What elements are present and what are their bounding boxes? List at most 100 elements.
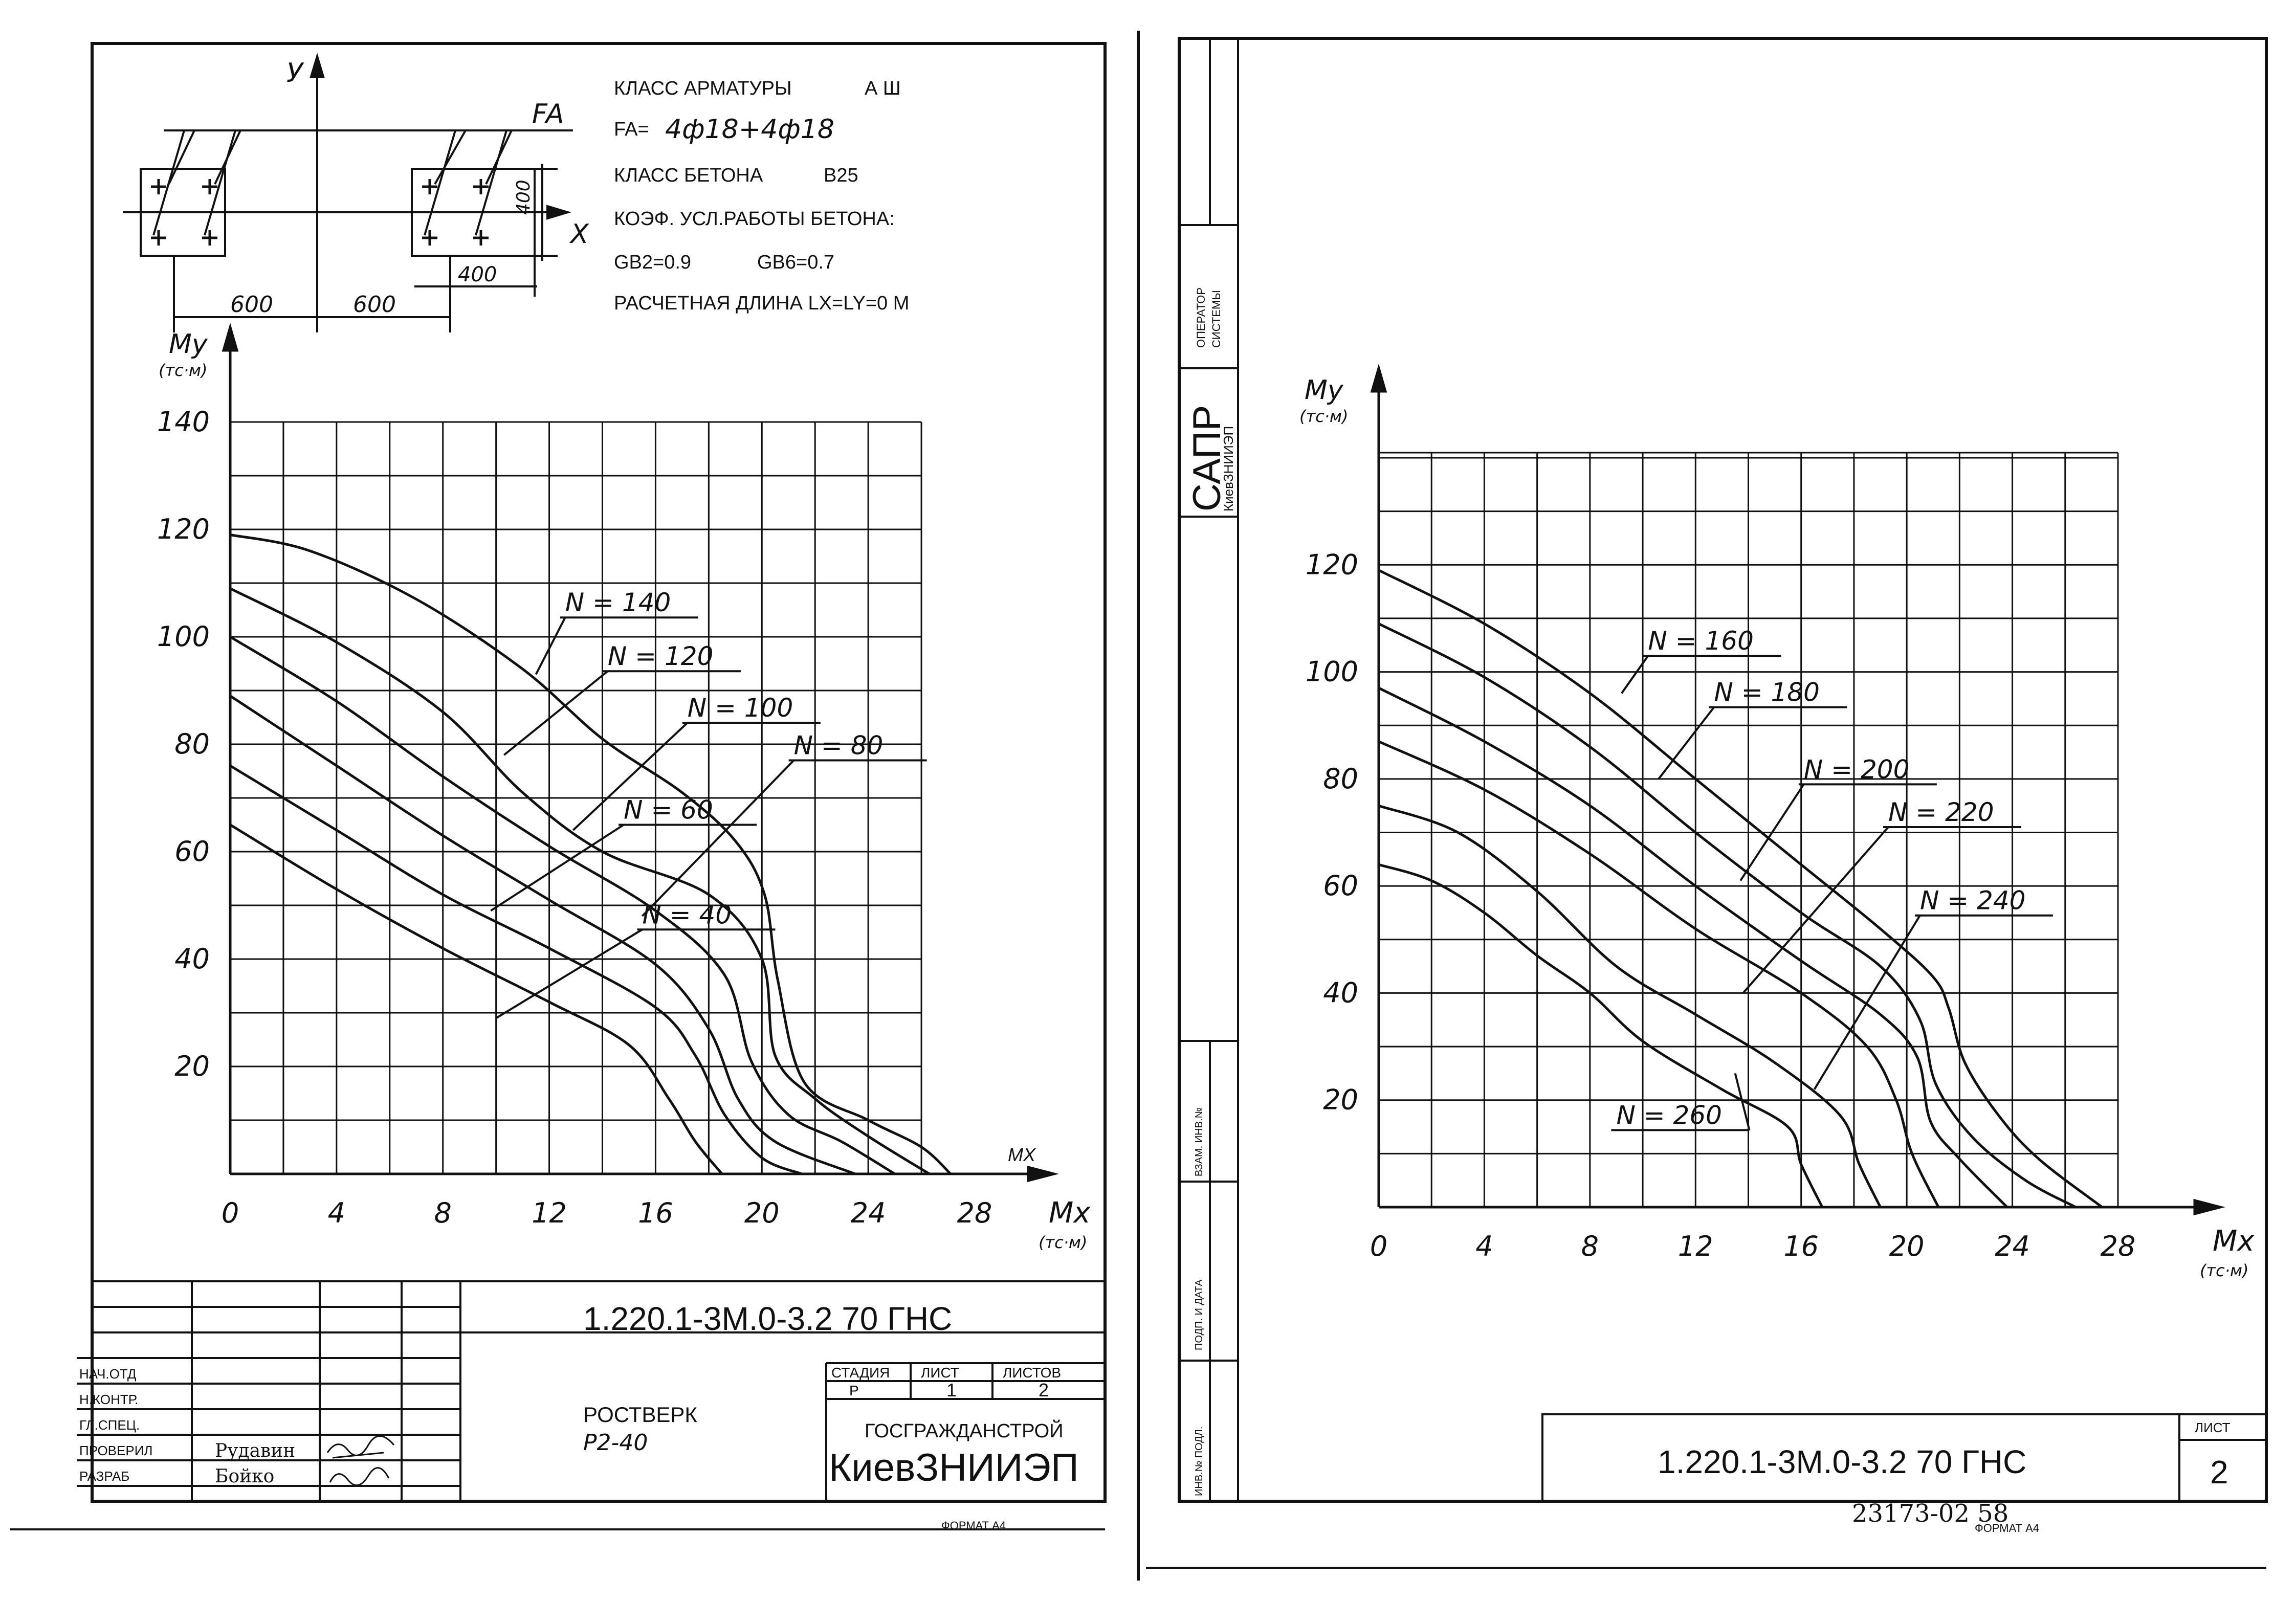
y-tick-label: 40 <box>174 943 210 975</box>
series-line-n60 <box>229 764 803 1175</box>
class-concrete-label: КЛАСС БЕТОНА <box>614 165 763 186</box>
series-label: N = 80 <box>794 731 884 761</box>
sign-date-label: ПОДП. И ДАТА <box>1194 1279 1205 1350</box>
series-line-n160 <box>1378 569 2103 1208</box>
replace-inv-label: ВЗАМ. ИНВ.№ <box>1194 1107 1205 1176</box>
series-labels: N = 40 N = 60 N = 80N = 100 N = 120 N = 140 <box>490 588 927 1019</box>
series-label: N = 180 <box>1714 678 1820 707</box>
left-sheet <box>10 31 1140 1581</box>
sheets-header: ЛИСТОВ <box>1003 1365 1061 1381</box>
label-leader <box>503 670 609 756</box>
series-line-n240 <box>1378 804 1882 1208</box>
section-labels: У Х FA 400 400 600 600 <box>230 58 589 318</box>
series-line-n260 <box>1378 863 1824 1208</box>
series-line-n40 <box>229 824 723 1175</box>
series-label: N = 60 <box>624 795 713 825</box>
right-sheet-label: ЛИСТ <box>2195 1420 2231 1435</box>
y-tick-label: 20 <box>174 1050 210 1082</box>
axes <box>222 322 1059 1183</box>
checked-by-name: Рудавин <box>215 1440 295 1461</box>
x-tick-label: 20 <box>1889 1230 1925 1262</box>
role-checked: ПРОВЕРИЛ <box>79 1443 152 1458</box>
label-leader <box>495 928 643 1019</box>
role-head-dept: НАЧ.ОТД <box>79 1366 137 1382</box>
series-labels: N = 160 N = 180 N = 200 N = 220 N = 240 N = 2… <box>1611 626 2053 1131</box>
right-sheet-number: 2 <box>2210 1454 2228 1491</box>
bar-lead <box>475 130 507 236</box>
x-tick-label: 8 <box>434 1197 452 1229</box>
y-axis-arrow <box>1370 363 1387 393</box>
label-leader <box>1734 1073 1751 1130</box>
column-right <box>411 168 536 257</box>
org-name: ГОСГРАЖДАНСТРОЙ <box>865 1419 1064 1442</box>
y-tick-label: 140 <box>157 406 210 438</box>
series-label: N = 160 <box>1648 626 1754 656</box>
design-length: РАСЧЕТНАЯ ДЛИНА LX=LY=0 M <box>614 293 909 314</box>
x-tick-label: 28 <box>2101 1230 2136 1262</box>
class-arm-value: А Ш <box>865 78 901 99</box>
sheet-value: 1 <box>946 1380 957 1400</box>
left-y-axis-title: Му <box>169 329 208 360</box>
operator-label-2: СИСТЕМЫ <box>1210 290 1223 348</box>
element-name: РОСТВЕРК <box>583 1403 697 1427</box>
series-label: N = 140 <box>565 588 671 617</box>
bar-lead <box>434 130 467 185</box>
left-x-axis-unit: (тс·м) <box>1039 1233 1088 1252</box>
label-leader <box>535 617 566 675</box>
right-x-axis-title: Мх <box>2213 1225 2255 1258</box>
series-label: N = 220 <box>1888 797 1994 827</box>
fa-label: FA= <box>614 119 649 140</box>
dim-600-a: 600 <box>230 292 273 318</box>
left-chart-labels: Му (тс·м) МХ Мх (тс·м) <box>159 329 1091 1252</box>
x-tick-label: 24 <box>851 1197 886 1229</box>
series-line-n100 <box>229 635 896 1175</box>
series-line-n120 <box>229 587 931 1175</box>
bar-lead <box>214 130 241 185</box>
bar-lead <box>204 130 236 236</box>
series-line-n140 <box>230 533 952 1175</box>
series-label: N = 260 <box>1616 1100 1722 1130</box>
bar-lead <box>168 130 195 185</box>
signature-developed <box>329 1467 390 1486</box>
right-format-label: ФОРМАТ А4 <box>1975 1522 2039 1535</box>
x-tick-label: 0 <box>222 1197 239 1229</box>
grid <box>1378 452 2119 1208</box>
axes <box>1370 363 2225 1216</box>
x-axis-arrow <box>546 205 571 220</box>
right-drawing-code: 1.220.1-3М.0-3.2 70 ГНС <box>1658 1443 2026 1480</box>
right-y-axis-title: Му <box>1305 375 1344 406</box>
right-chart-labels: Му (тс·м) Мх (тс·м) <box>1299 375 2255 1280</box>
x-tick-label: 20 <box>744 1197 780 1229</box>
signatures <box>326 1435 395 1486</box>
dim-400-vertical: 400 <box>513 180 534 215</box>
label-leader <box>490 824 625 912</box>
section-sketch <box>123 53 573 332</box>
y-tick-label: 120 <box>157 513 210 545</box>
y-tick-label: 40 <box>1323 976 1358 1009</box>
x-tick-label: 16 <box>1783 1230 1819 1262</box>
grid <box>229 421 922 1175</box>
left-frame <box>91 42 1107 1503</box>
x-tick-label: 12 <box>532 1197 567 1229</box>
institute-name: КиевЗНИИЭП <box>829 1446 1079 1489</box>
x-tick-label: 8 <box>1581 1230 1599 1262</box>
left-title-block-text: 1.220.1-3М.0-3.2 70 ГНС РОСТВЕРК Р2-40 С… <box>79 1300 1079 1532</box>
x-tick-label: 4 <box>328 1197 345 1229</box>
y-tick-label: 60 <box>1323 870 1358 902</box>
y-tick-label: 80 <box>1323 763 1358 795</box>
y-tick-label: 100 <box>1306 656 1358 688</box>
class-arm-label: КЛАСС АРМАТУРЫ <box>614 78 792 99</box>
sheets-value: 2 <box>1039 1380 1049 1400</box>
y-tick-label: 20 <box>1323 1084 1358 1116</box>
dim-400-horizontal: 400 <box>458 263 497 286</box>
left-y-axis-unit: (тс·м) <box>159 361 208 380</box>
right-title-block-text: 1.220.1-3М.0-3.2 70 ГНС ЛИСТ 2 23173-02 … <box>1658 1420 2231 1535</box>
dim-600-b: 600 <box>353 292 396 318</box>
signature-checked <box>326 1435 395 1459</box>
role-norm-control: Н.КОНТР. <box>79 1392 138 1407</box>
left-x-axis-title: Мх <box>1049 1196 1091 1230</box>
right-sheet <box>1146 37 2268 1569</box>
sapr-label: САПР <box>1185 405 1229 512</box>
x-axis-arrow <box>2193 1198 2225 1216</box>
